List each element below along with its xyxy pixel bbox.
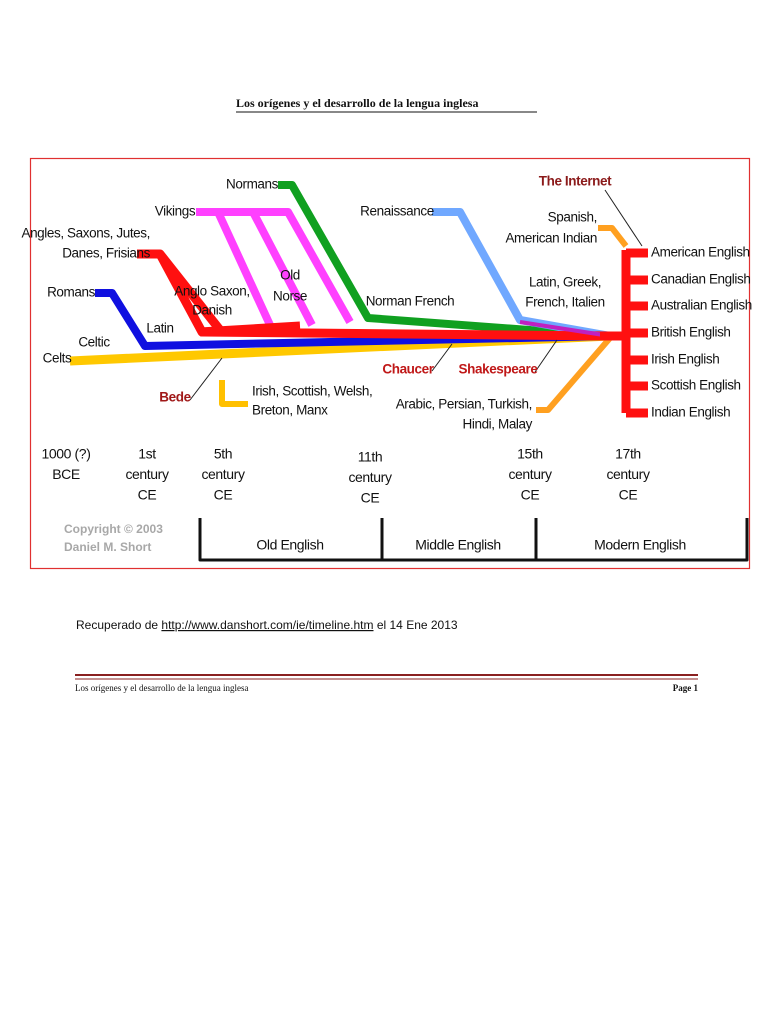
normans-line [278,181,611,340]
diagram-label: Romans [47,285,96,300]
diagram-label: Anglo Saxon, [174,284,250,299]
diagram-label: Vikings [155,204,196,219]
diagram-label: Irish English [651,352,719,367]
century-label: 15th [517,446,543,462]
century-label: century [348,469,392,485]
diagram-label: Australian English [651,298,752,313]
diagram-label: Angles, Saxons, Jutes, [21,226,150,241]
century-label: 17th [615,446,641,462]
diagram-label: American Indian [505,231,597,246]
century-label: CE [521,487,540,503]
period-label: Old English [256,537,323,553]
source-line: Recuperado de http://www.danshort.com/ie… [76,618,458,632]
english-trunk [137,249,611,341]
diagram-label: French, Italien [525,295,605,310]
diagram-label: Norman French [366,294,455,309]
diagram-label: Celts [43,351,72,366]
century-label: century [201,466,245,482]
footer-page: Page 1 [673,683,699,693]
century-label: 11th [358,449,383,465]
vikings-line [196,208,354,327]
diagram-label: Normans [226,177,279,192]
diagram-label: Shakespeare [459,362,539,377]
diagram-label: Chaucer [382,362,434,377]
latin-line [95,289,611,350]
century-label: 5th [214,446,232,462]
source-url[interactable]: http://www.danshort.com/ie/timeline.htm [161,618,373,632]
diagram-label: Scottish English [651,378,741,393]
arabic-branch [536,336,613,413]
diagram-label: Indian English [651,405,730,420]
source-prefix: Recuperado de [76,618,161,632]
pointer-lines [189,189,643,401]
diagram-label: Old [280,268,300,283]
diagram-label: Danes, Frisians [62,246,150,261]
timeline-lines [69,181,749,562]
modern-tree [600,248,648,418]
copyright: Copyright © 2003 [64,522,163,536]
diagram-label: Renaissance [360,204,434,219]
copyright: Daniel M. Short [64,540,151,554]
period-label: Modern English [594,537,686,553]
diagram-label: American English [651,245,750,260]
century-label: CE [214,487,233,503]
period-bracket [198,518,749,562]
period-label: Middle English [415,537,500,553]
century-label: century [606,466,650,482]
diagram-label: Arabic, Persian, Turkish, [396,397,532,412]
century-label: CE [138,487,157,503]
century-label: 1st [138,446,156,462]
century-label: century [125,466,169,482]
diagram-label: Canadian English [651,272,750,287]
diagram-label: The Internet [539,174,612,189]
diagram-label: Irish, Scottish, Welsh, [252,384,372,399]
title: Los orígenes y el desarrollo de la lengu… [236,96,478,110]
footer-title: Los orígenes y el desarrollo de la lengu… [75,683,248,693]
century-label: 1000 (?) [42,446,91,462]
century-label: CE [619,487,638,503]
century-label: century [508,466,552,482]
diagram-label: Hindi, Malay [463,417,533,432]
diagram-label: Norse [273,289,307,304]
century-label: BCE [52,466,80,482]
diagram-label: Danish [192,303,232,318]
diagram-label: Bede [159,390,191,405]
diagram-label: British English [651,325,731,340]
celtic-branch [219,380,248,407]
century-label: CE [361,490,380,506]
diagram-label: Celtic [78,335,110,350]
diagram-label: Latin, Greek, [529,275,601,290]
source-suffix: el 14 Ene 2013 [374,618,458,632]
diagram-label: Latin [146,321,173,336]
diagram-label: Spanish, [548,210,597,225]
spanish-branch [598,225,629,248]
magenta-overlay [519,320,611,338]
diagram-label: Breton, Manx [252,403,328,418]
